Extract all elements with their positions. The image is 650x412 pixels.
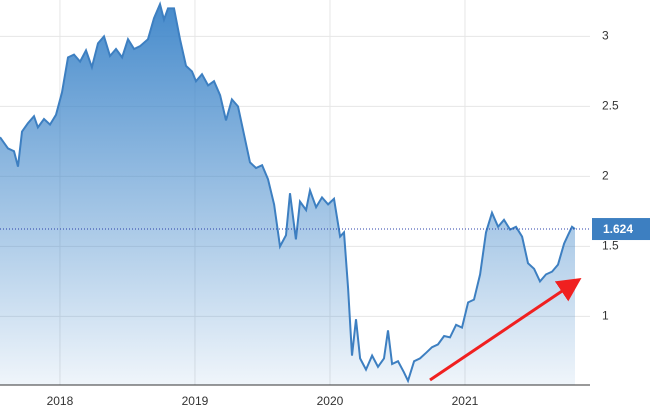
- plot: [0, 1, 590, 386]
- labels: 1 1.5 2 2.5 3 2018 2019 2020 2021 1.624: [47, 29, 650, 408]
- y-tick-label: 1.5: [602, 239, 619, 253]
- area: [0, 4, 575, 385]
- y-tick-label: 2: [602, 169, 609, 183]
- y-tick-label: 3: [602, 29, 609, 43]
- line: [0, 1, 576, 384]
- x-tick-label: 2018: [47, 394, 74, 408]
- y-tick-label: 1: [602, 309, 609, 323]
- annotation-arrow: [429, 277, 582, 382]
- y-tick-label: 2.5: [602, 99, 619, 113]
- x-tick-label: 2020: [317, 394, 344, 408]
- x-tick-label: 2021: [452, 394, 479, 408]
- x-tick-label: 2019: [182, 394, 209, 408]
- last-value-label: 1.624: [603, 222, 633, 236]
- last-value-box: [592, 218, 650, 241]
